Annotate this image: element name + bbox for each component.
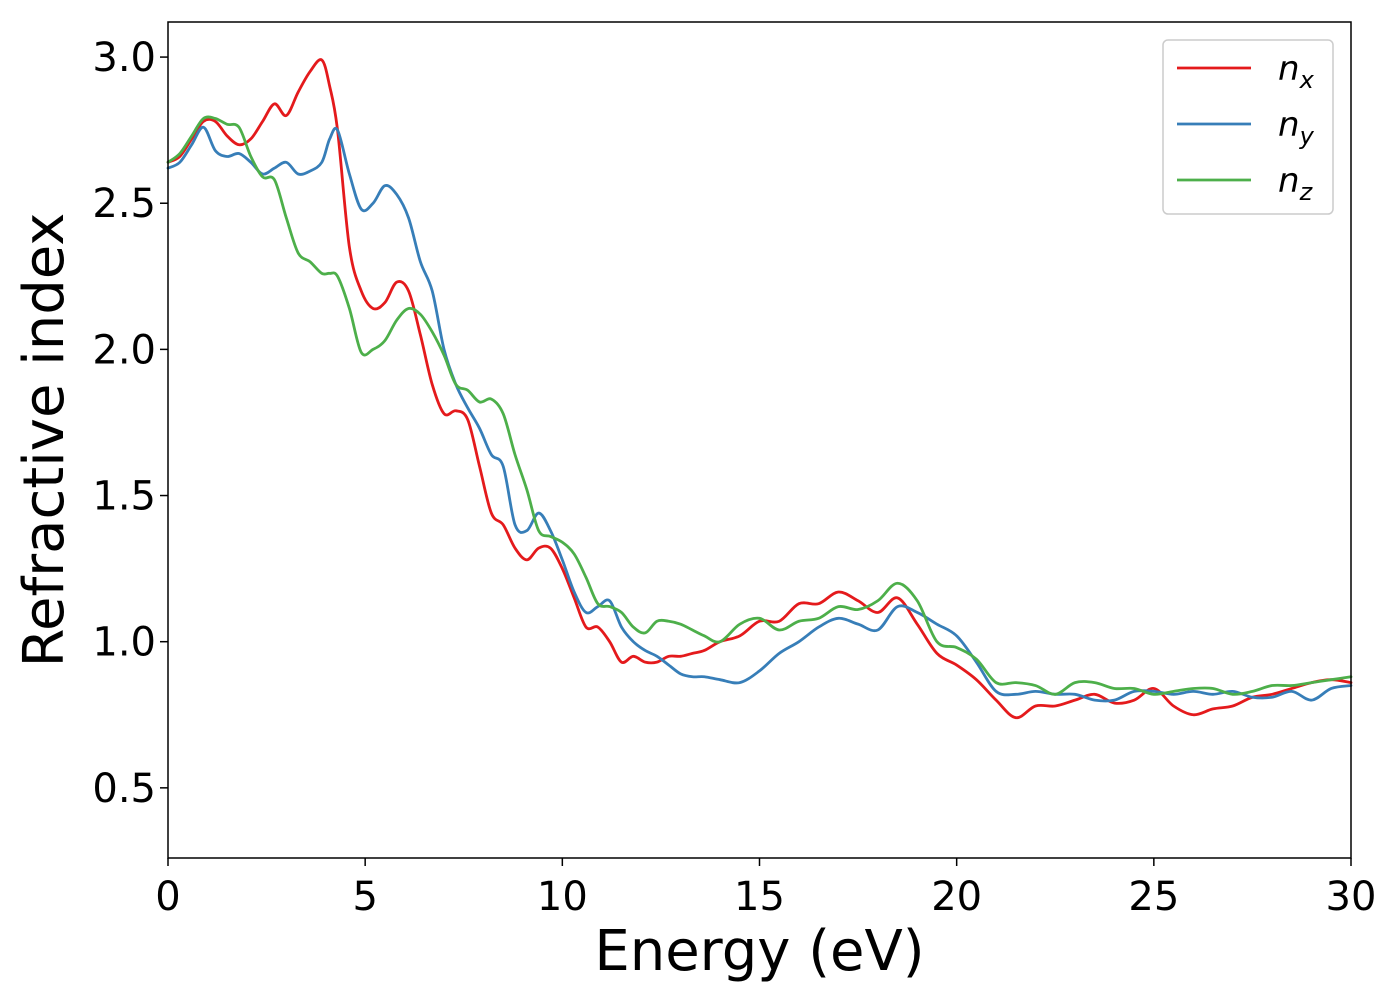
x-tick-label: 20 <box>931 874 982 920</box>
y-axis: 0.5 1.0 1.5 2.0 2.5 3.0 <box>92 35 168 812</box>
y-tick-label: 2.0 <box>92 327 156 373</box>
series-line-ny <box>166 125 1353 703</box>
series-line-nz <box>166 115 1353 696</box>
x-axis: 0 5 10 15 20 25 30 <box>155 858 1376 920</box>
x-tick-label: 25 <box>1128 874 1179 920</box>
x-tick-label: 15 <box>734 874 785 920</box>
y-tick-label: 1.0 <box>92 620 156 666</box>
y-tick-label: 0.5 <box>92 766 156 812</box>
x-tick-label: 5 <box>352 874 377 920</box>
x-tick-label: 30 <box>1326 874 1377 920</box>
legend-frame <box>1162 39 1334 215</box>
y-tick-label: 3.0 <box>92 35 156 81</box>
y-tick-label: 1.5 <box>92 474 156 520</box>
y-tick-label: 2.5 <box>92 181 156 227</box>
series-layer <box>166 58 1353 720</box>
series-line-nx <box>166 58 1353 720</box>
x-axis-title: Energy (eV) <box>594 919 924 984</box>
x-tick-label: 0 <box>155 874 180 920</box>
plot-background <box>168 22 1351 858</box>
y-axis-title: Refractive index <box>12 213 77 668</box>
x-tick-label: 10 <box>537 874 588 920</box>
